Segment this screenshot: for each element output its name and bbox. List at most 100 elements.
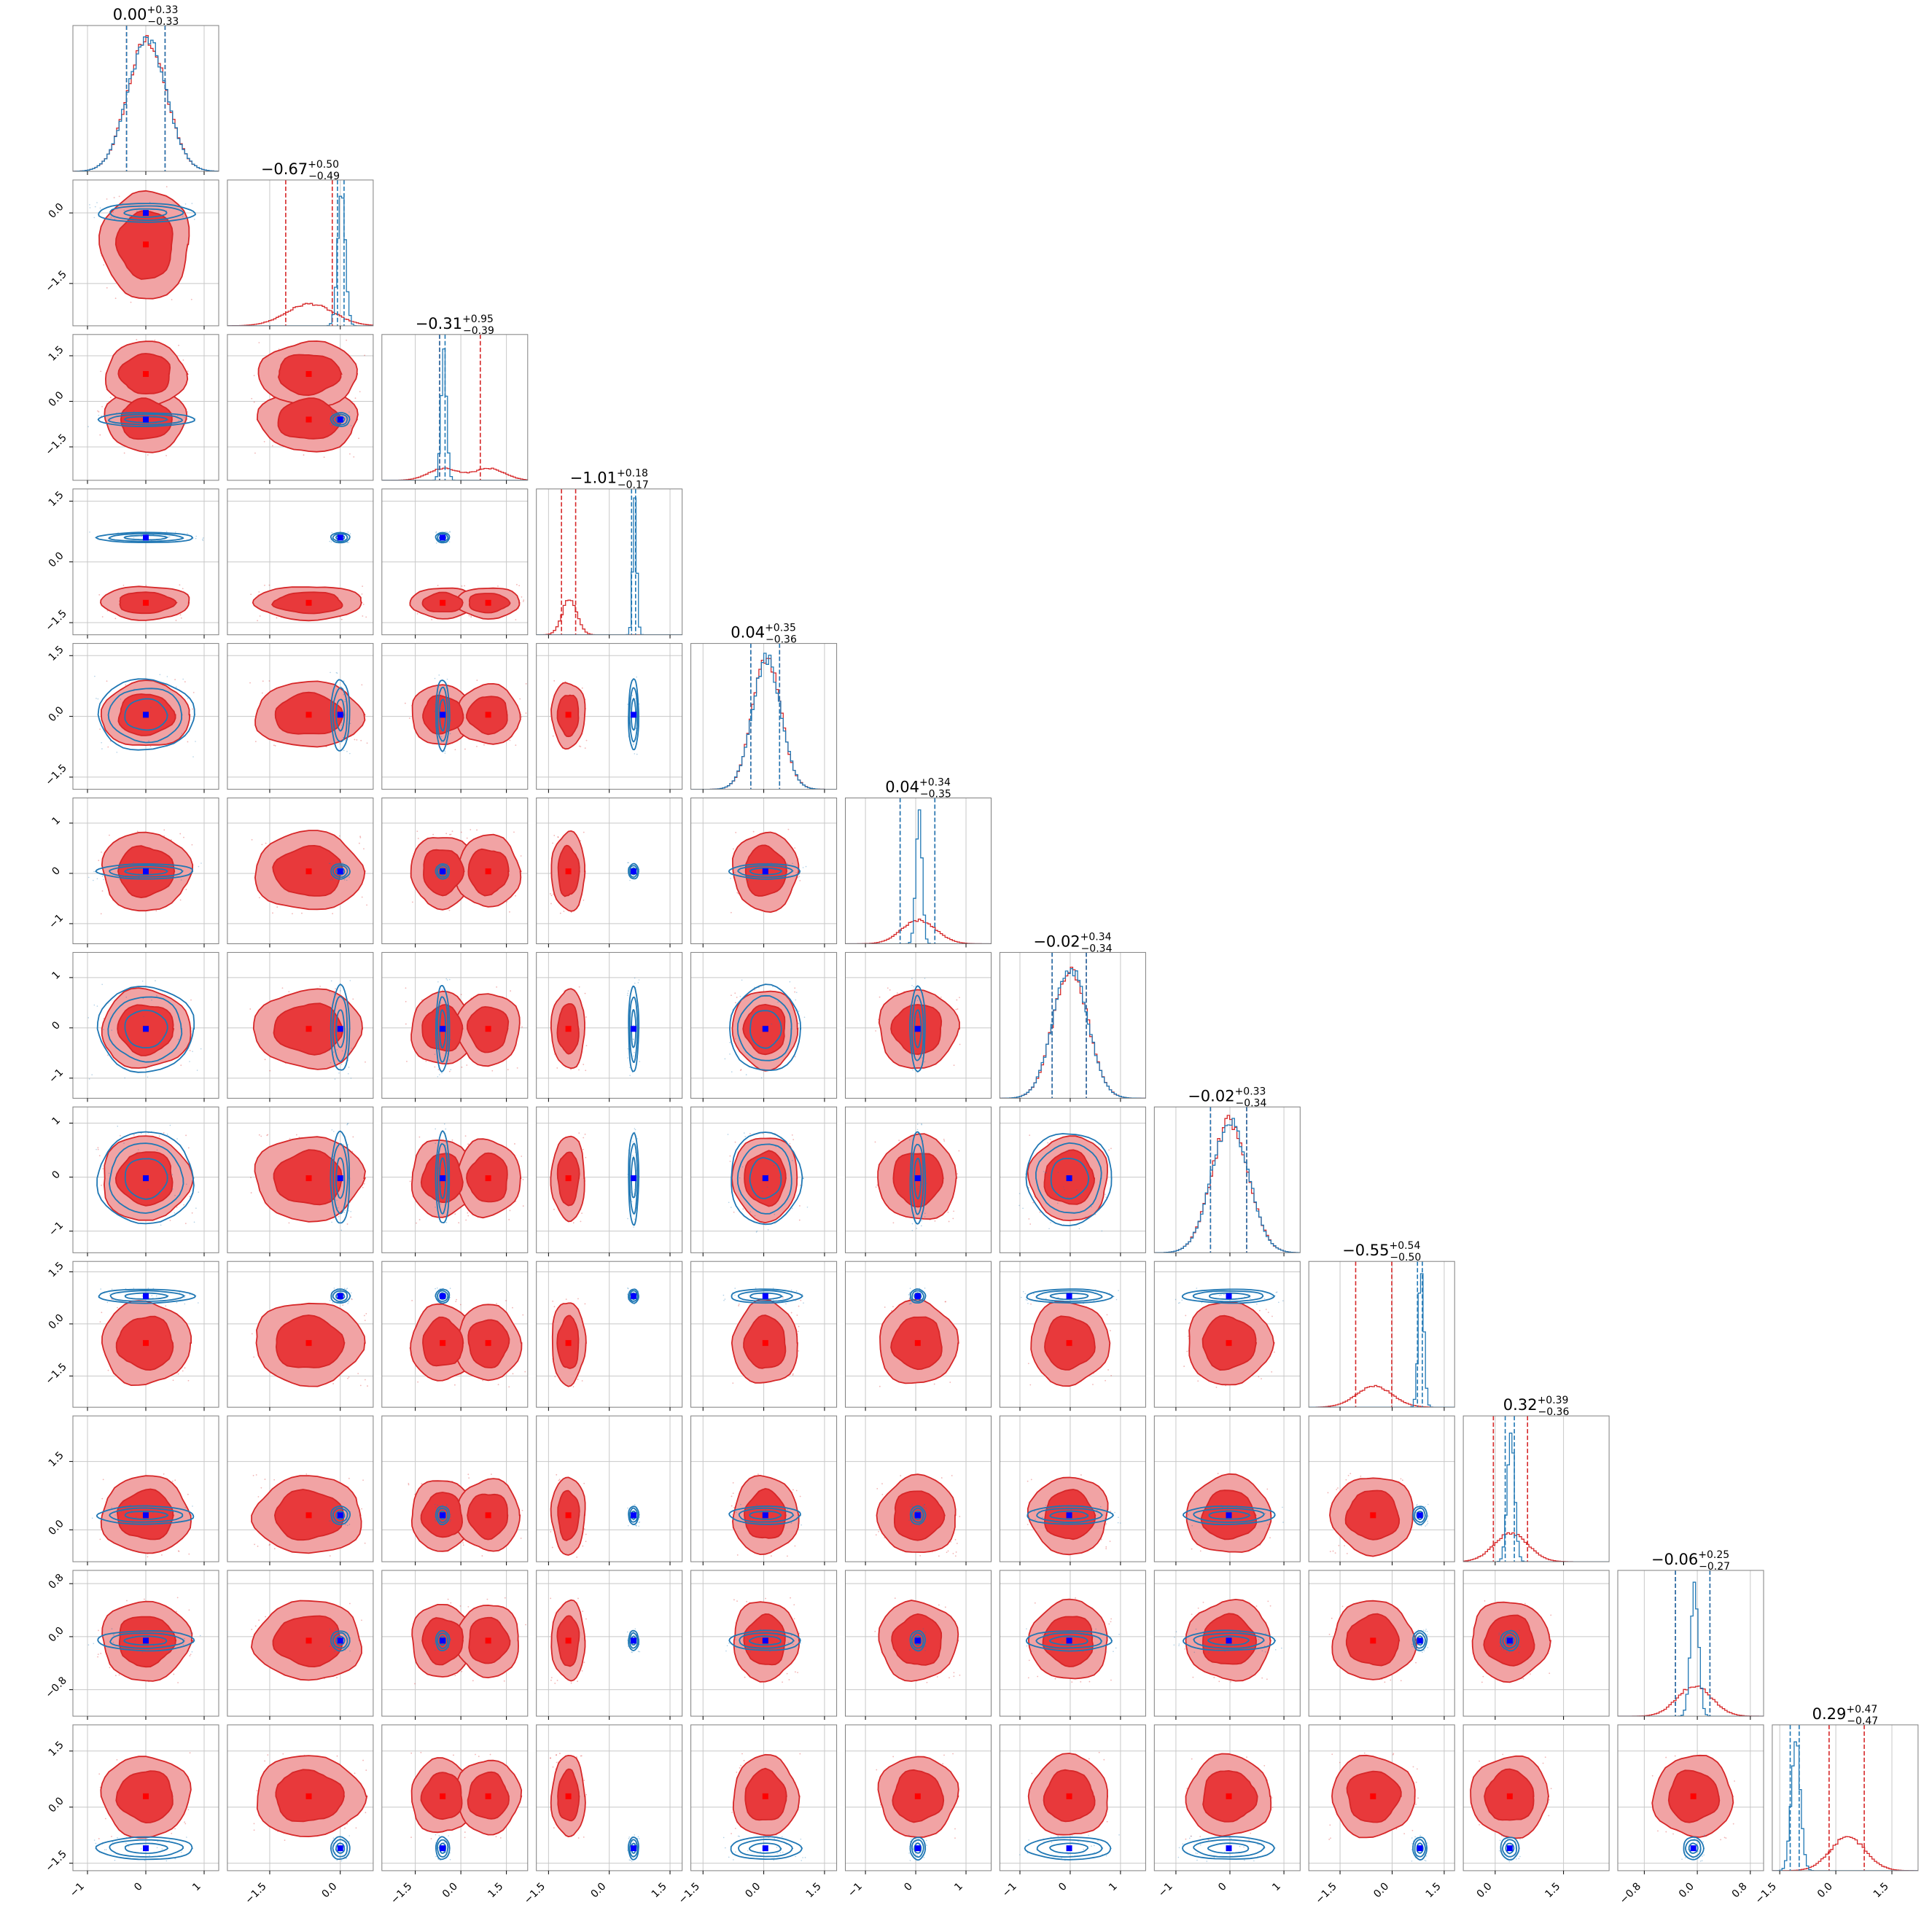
blue-sample-point (185, 421, 187, 423)
red-sample-point (483, 744, 485, 746)
red-sample-point (336, 1755, 338, 1757)
blue-sample-point (336, 1049, 338, 1051)
blue-sample-point (181, 733, 183, 734)
red-sample-point (491, 1070, 494, 1072)
blue-sample-point (755, 1287, 757, 1289)
red-sample-point (176, 1610, 177, 1613)
panel-frame (381, 334, 529, 481)
blue-sample-point (1047, 1635, 1049, 1637)
blue-contour (911, 1632, 924, 1649)
red-sample-point (179, 584, 181, 586)
red-sample-point (354, 739, 356, 741)
red-sample-point (799, 1495, 801, 1497)
blue-contour (437, 1142, 449, 1215)
blue-sample-point (189, 1293, 191, 1296)
red-sample-point (792, 1373, 794, 1375)
blue-sample-point (329, 1299, 331, 1301)
red-sample-point (266, 1134, 268, 1137)
blue-sample-point (638, 979, 640, 981)
red-sample-point (1105, 1548, 1107, 1550)
red-marker (762, 1340, 768, 1347)
blue-sample-point (749, 1651, 751, 1653)
blue-sample-point (922, 1628, 924, 1629)
red-sample-point (261, 692, 263, 694)
blue-sample-point (631, 1201, 633, 1203)
red-marker (305, 1512, 312, 1519)
red-sample-point (100, 1653, 102, 1654)
red-sample-point (106, 609, 109, 612)
blue-sample-point (923, 1506, 925, 1508)
red-sample-point (580, 746, 582, 747)
red-marker (565, 1512, 572, 1519)
blue-truth-marker (143, 868, 149, 875)
blue-truth-marker (1226, 1293, 1232, 1299)
blue-sample-point (759, 1512, 761, 1514)
red-sample-point (879, 1385, 881, 1387)
red-sample-point (570, 911, 572, 914)
blue-sample-point (103, 1029, 104, 1030)
red-sample-point (787, 1555, 788, 1557)
blue-contour (914, 1510, 922, 1520)
blue-contour (1036, 1508, 1104, 1524)
blue-sample-point (627, 1287, 628, 1289)
red-sample-point (191, 844, 193, 846)
red-sample-point (735, 832, 737, 833)
blue-sample-point (333, 714, 335, 717)
red-sample-point (1360, 1475, 1362, 1477)
red-sample-point (117, 1306, 118, 1309)
red-sample-point (187, 1379, 190, 1382)
blue-sample-point (346, 750, 348, 752)
red-sample-point (936, 1676, 938, 1678)
blue-sample-point (782, 1644, 784, 1645)
red-sample-point (118, 1674, 120, 1676)
blue-sample-point (924, 1632, 927, 1633)
red-sample-point (476, 829, 478, 831)
blue-sample-point (330, 671, 331, 674)
blue-sample-point (348, 1524, 351, 1525)
blue-sample-point (911, 1503, 913, 1506)
red-sample-point (1230, 1680, 1232, 1683)
blue-contour (628, 1632, 639, 1649)
blue-truth-marker (914, 1512, 921, 1519)
blue-sample-point (757, 1642, 759, 1644)
red-sample-point (323, 456, 325, 459)
blue-sample-point (637, 1290, 639, 1292)
panel-frame (381, 951, 529, 1099)
blue-sample-point (1078, 1228, 1080, 1230)
red-sample-point (732, 1481, 734, 1484)
blue-sample-point (440, 736, 443, 738)
contour-panel-8-1 (227, 1261, 374, 1411)
panel-frame (381, 1570, 529, 1717)
red-sample-point (770, 1555, 772, 1557)
red-marker (143, 1340, 149, 1347)
blue-sample-point (87, 1644, 90, 1645)
blue-sample-point (350, 425, 352, 426)
red-sample-point (187, 1147, 190, 1149)
panel-frame (381, 798, 529, 944)
blue-sample-point (1118, 1633, 1120, 1635)
blue-sample-point (1193, 1651, 1196, 1654)
red-sample-point (190, 999, 192, 1001)
red-sample-point (875, 1030, 877, 1032)
blue-sample-point (1070, 1509, 1072, 1511)
blue-sample-point (445, 1505, 448, 1507)
blue-sample-point (448, 978, 451, 981)
blue-sample-point (922, 1505, 924, 1507)
red-sample-point (148, 1297, 150, 1299)
red-sample-point (553, 1306, 556, 1308)
blue-sample-point (1105, 1651, 1107, 1653)
blue-sample-point (333, 993, 335, 994)
blue-sample-point (341, 415, 343, 416)
contour-panel-8-2 (381, 1261, 529, 1411)
red-sample-point (584, 1303, 586, 1305)
red-sample-point (365, 1812, 367, 1814)
blue-sample-point (434, 677, 436, 679)
blue-sample-point (99, 207, 101, 209)
blue-truth-marker (1066, 1637, 1072, 1644)
red-sample-point (179, 899, 182, 901)
blue-sample-point (1519, 1629, 1520, 1632)
blue-sample-point (627, 992, 628, 994)
red-sample-point (582, 1148, 584, 1150)
blue-sample-point (913, 1511, 915, 1513)
blue-sample-point (346, 1123, 348, 1126)
